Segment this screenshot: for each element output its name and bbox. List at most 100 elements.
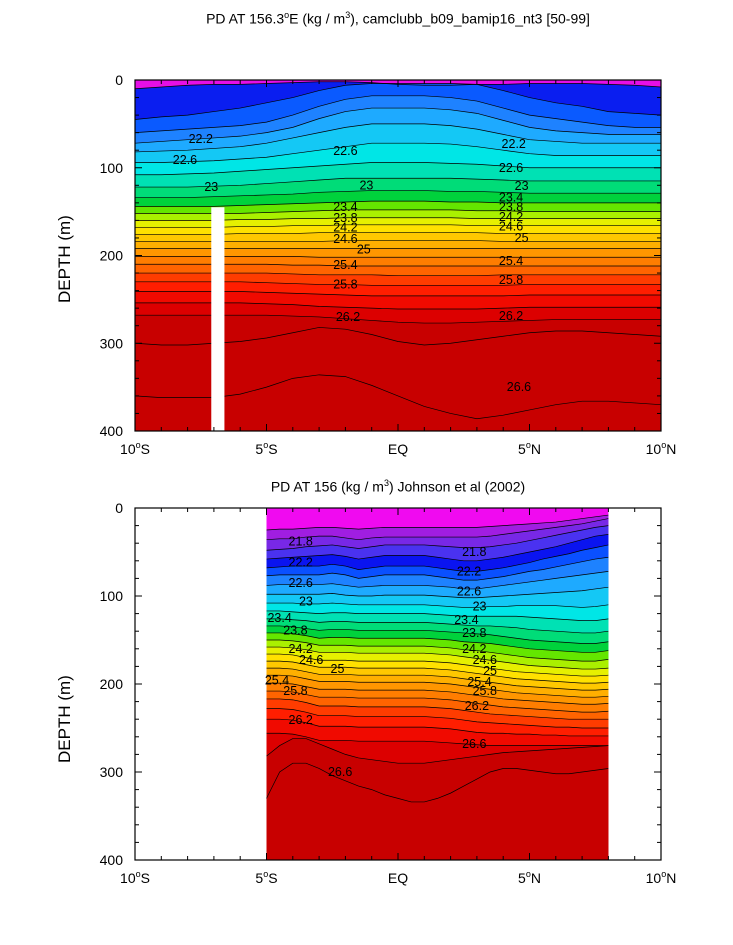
contour-label: 24.6 [499,220,523,234]
contour-line [266,586,609,599]
contour-label: 22.2 [289,556,313,570]
contour-line [266,732,609,746]
contour-label: 25 [483,664,497,678]
contour-label: 26.2 [465,699,489,713]
y-tick-label: 300 [100,335,124,351]
contour-label: 23.8 [499,200,523,214]
contour-line [135,142,661,163]
contour-label: 26.2 [289,713,313,727]
y-tick-label: 100 [100,588,124,604]
contour-label: 25.8 [499,273,523,287]
contour-line [266,762,609,803]
y-tick-label: 200 [100,676,124,692]
bottom-chart-title: PD AT 156 (kg / m3) Johnson et al (2002) [270,478,526,495]
contour-label: 25.8 [333,277,357,291]
contour-label: 25.4 [333,258,357,272]
contour-line [266,571,609,590]
contour-label: 25.8 [283,684,307,698]
x-tick-label: 5oN [518,440,541,457]
y-tick-label: 0 [115,500,123,516]
contour-label: 22.6 [457,585,481,599]
y-tick-label: 0 [115,72,123,88]
contour-line [266,625,609,644]
top-chart-title: PD AT 156.3oE (kg / m3), camclubb_b09_ba… [206,10,590,27]
contour-line [135,200,661,207]
contour-label: 26.2 [499,309,523,323]
contour-label: 23 [515,179,529,193]
contour-label: 23 [359,178,373,192]
contour-label: 23.8 [283,623,307,637]
contour-line [266,718,609,737]
contour-line [266,525,609,551]
contour-line [266,646,609,670]
contour-label: 23.4 [454,613,478,627]
contour-line [135,190,661,198]
contour-line [266,674,609,698]
y-tick-label: 200 [100,248,124,264]
contour-label: 23 [204,180,218,194]
contour-label: 25.4 [265,673,289,687]
contour-label: 24.2 [499,210,523,224]
contour-label: 24.2 [333,220,357,234]
contour-line [135,123,661,153]
contour-line [266,534,609,562]
bottom-contour-plot: 21.822.222.62323.423.824.224.62525.425.8… [100,500,677,886]
contour-label: 21.8 [462,545,486,559]
contour-label: 26.6 [462,737,486,751]
contour-line [266,544,609,572]
contour-label: 23.4 [499,191,523,205]
contour-label: 24.6 [333,232,357,246]
contour-line [266,738,609,764]
contour-line [266,639,609,662]
contour-label: 24.2 [289,642,313,656]
contour-label: 25.4 [499,254,523,268]
x-tick-label: 5oS [255,869,277,886]
contour-line [266,698,609,720]
contour-line [266,660,609,684]
y-tick-label: 100 [100,160,124,176]
contour-label: 26.2 [336,310,360,324]
contour-label: 25.4 [467,675,491,689]
contour-line [266,653,609,677]
contour-label: 25 [515,231,529,245]
contour-label: 23 [473,600,487,614]
contour-band [135,374,661,431]
contour-label: 24.6 [299,653,323,667]
contour-line [266,708,609,729]
contour-label: 23.4 [267,611,291,625]
x-tick-label: 10oN [646,440,677,457]
x-tick-label: 10oS [120,869,150,886]
y-tick-label: 400 [100,852,124,868]
contour-line [135,107,661,144]
contour-label: 23 [299,594,313,608]
contour-label: 22.2 [189,132,213,146]
contour-line [266,602,609,608]
x-tick-label: 5oS [255,440,277,457]
contour-label: 24.2 [462,642,486,656]
top-panel: PD AT 156.3oE (kg / m3), camclubb_b09_ba… [0,0,733,470]
contour-label: 22.2 [457,564,481,578]
contour-label: 22.6 [333,144,357,158]
contour-line [266,682,609,705]
contour-fill-group [266,508,609,860]
contour-label: 23.4 [333,200,357,214]
y-tick-label: 400 [100,423,124,439]
bottom-panel: PD AT 156 (kg / m3) Johnson et al (2002)… [0,470,733,945]
contour-label: 26.6 [328,765,352,779]
contour-label: 23.8 [462,626,486,640]
x-tick-label: EQ [388,441,408,457]
contour-line [266,518,609,541]
contour-label: 21.8 [289,534,313,548]
contour-label: 25.8 [473,684,497,698]
contour-label: 22.2 [502,137,526,151]
contour-label: 26.6 [507,380,531,394]
contour-line [135,162,661,176]
contour-label: 24.6 [473,653,497,667]
x-tick-label: 10oS [120,440,150,457]
contour-label: 25 [331,662,345,676]
contour-label: 23.8 [333,211,357,225]
contour-label: 25 [357,242,371,256]
contour-line [266,667,609,691]
contour-line [266,632,609,653]
contour-line [266,556,609,581]
